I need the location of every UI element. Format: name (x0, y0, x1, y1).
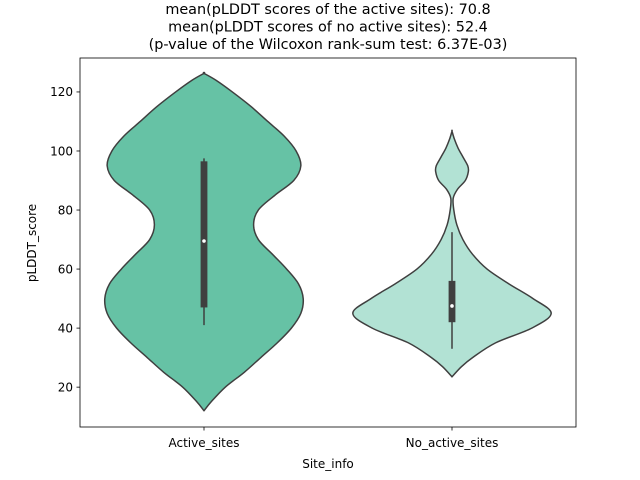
y-tick-label: 60 (58, 262, 73, 276)
x-axis-ticks: Active_sites No_active_sites (168, 427, 498, 450)
violin-median-point (202, 239, 206, 243)
y-tick-label: 120 (50, 85, 73, 99)
y-axis-label: pLDDT_score (25, 204, 39, 282)
y-tick-label: 100 (50, 144, 73, 158)
title-line-3: (p-value of the Wilcoxon rank-sum test: … (149, 37, 508, 53)
violin-group (103, 71, 305, 412)
violin-median-point (450, 304, 454, 308)
violin-group (352, 129, 552, 378)
y-tick-label: 40 (58, 321, 73, 335)
x-tick-label: No_active_sites (406, 436, 499, 450)
chart-title: mean(pLDDT scores of the active sites): … (149, 2, 508, 53)
axes-frame (79, 57, 577, 428)
x-tick-label: Active_sites (168, 436, 239, 450)
plot-area (103, 71, 552, 412)
violin-iqr-box (200, 161, 208, 308)
violin-iqr-box (448, 280, 456, 323)
title-line-1: mean(pLDDT scores of the active sites): … (165, 2, 490, 18)
y-tick-label: 80 (58, 203, 73, 217)
title-line-2: mean(pLDDT scores of no active sites): 5… (168, 20, 488, 36)
y-tick-label: 20 (58, 380, 73, 394)
y-axis-ticks: 20 40 60 80 100 120 (50, 85, 80, 394)
x-axis-label: Site_info (302, 457, 354, 471)
